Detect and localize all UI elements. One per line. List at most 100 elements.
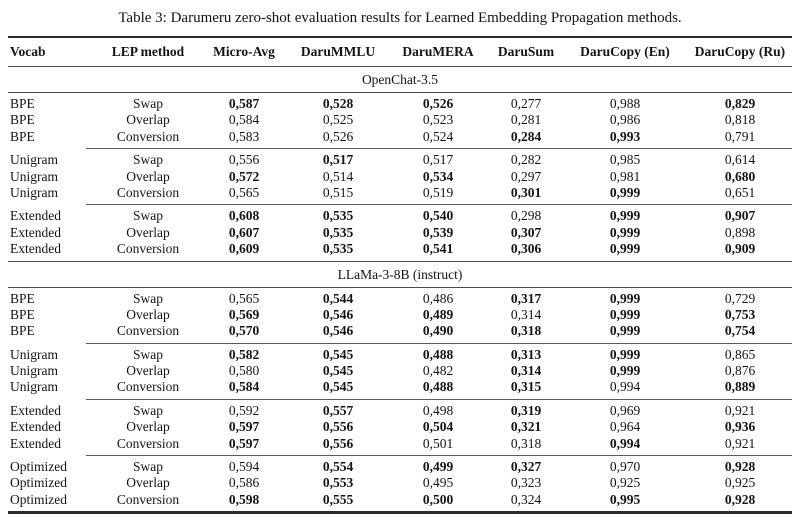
cell-value: 0,609: [228, 241, 260, 257]
section-title: OpenChat-3.5: [8, 66, 792, 93]
cell-value: 0,517: [422, 152, 454, 168]
table-row: Unigram Conversion 0,565 0,515 0,519 0,301 0,9…: [8, 185, 792, 201]
cell-value: 0,999: [609, 241, 641, 257]
table-row: BPE Overlap 0,569 0,546 0,489 0,314 0,999 0,753: [8, 307, 792, 323]
cell-lep-method: Swap: [133, 402, 163, 418]
cell-vocab: Unigram: [10, 379, 58, 395]
cell-value: 0,321: [510, 419, 542, 435]
cell-value: 0,535: [322, 224, 354, 240]
cell-lep-method: Overlap: [126, 168, 170, 184]
cell-value: 0,544: [322, 290, 354, 306]
vocab-group: Unigram Swap 0,582 0,545 0,488 0,313 0,999 0,86…: [8, 344, 792, 399]
column-header-darummlu: DaruMMLU: [300, 44, 376, 59]
table-row: BPE Conversion 0,570 0,546 0,490 0,318 0,999 0,…: [8, 323, 792, 339]
cell-value: 0,315: [510, 379, 542, 395]
table-row: BPE Overlap 0,584 0,525 0,523 0,281 0,986 0,818: [8, 112, 792, 128]
table-row: Extended Swap 0,592 0,557 0,498 0,319 0,969 0,9…: [8, 403, 792, 419]
cell-value: 0,298: [510, 208, 542, 224]
cell-value: 0,501: [422, 435, 454, 451]
cell-vocab: BPE: [10, 128, 35, 144]
cell-value: 0,994: [609, 435, 641, 451]
cell-value: 0,999: [609, 346, 641, 362]
cell-value: 0,526: [322, 128, 354, 144]
cell-value: 0,313: [510, 346, 542, 362]
cell-value: 0,928: [724, 459, 756, 475]
cell-value: 0,925: [609, 475, 641, 491]
cell-lep-method: Conversion: [116, 241, 180, 257]
cell-lep-method: Overlap: [126, 306, 170, 322]
cell-value: 0,519: [422, 184, 454, 200]
cell-value: 0,598: [228, 491, 260, 507]
cell-value: 0,553: [322, 475, 354, 491]
column-header-darucopy-en: DaruCopy (En): [580, 44, 670, 59]
cell-value: 0,753: [724, 306, 756, 322]
cell-value: 0,327: [510, 459, 542, 475]
cell-value: 0,592: [228, 402, 260, 418]
cell-value: 0,999: [609, 184, 641, 200]
cell-lep-method: Overlap: [126, 475, 170, 491]
cell-value: 0,584: [228, 112, 260, 128]
table-row: Unigram Swap 0,556 0,517 0,517 0,282 0,985 0,61…: [8, 152, 792, 168]
cell-vocab: BPE: [10, 96, 35, 111]
cell-value: 0,515: [322, 184, 354, 200]
cell-value: 0,999: [609, 323, 641, 339]
cell-value: 0,607: [228, 224, 260, 240]
cell-value: 0,818: [724, 112, 756, 128]
cell-value: 0,999: [609, 306, 641, 322]
cell-value: 0,909: [724, 241, 756, 257]
cell-value: 0,524: [422, 128, 454, 144]
cell-value: 0,535: [322, 241, 354, 257]
cell-lep-method: Overlap: [126, 419, 170, 435]
cell-vocab: BPE: [10, 112, 35, 128]
cell-value: 0,282: [510, 152, 542, 168]
cell-lep-method: Overlap: [126, 112, 170, 128]
table-row: Extended Overlap 0,597 0,556 0,504 0,321 0,964…: [8, 419, 792, 435]
cell-value: 0,754: [724, 323, 756, 339]
vocab-group: Unigram Swap 0,556 0,517 0,517 0,282 0,985 0,61…: [8, 149, 792, 204]
vocab-group: Optimized Swap 0,594 0,554 0,499 0,327 0,970 0,…: [8, 456, 792, 511]
cell-value: 0,555: [322, 491, 354, 507]
cell-value: 0,970: [609, 459, 641, 475]
cell-lep-method: Conversion: [116, 491, 180, 507]
column-header-darusum: DaruSum: [497, 44, 555, 59]
cell-lep-method: Swap: [133, 208, 163, 224]
cell-value: 0,608: [228, 208, 260, 224]
cell-value: 0,545: [322, 379, 354, 395]
cell-vocab: Unigram: [10, 346, 58, 362]
cell-value: 0,306: [510, 241, 542, 257]
cell-value: 0,582: [228, 346, 260, 362]
cell-value: 0,572: [228, 168, 260, 184]
cell-vocab: BPE: [10, 306, 35, 322]
cell-value: 0,791: [724, 128, 756, 144]
cell-value: 0,580: [228, 363, 260, 379]
table-row: BPE Conversion 0,583 0,526 0,524 0,284 0,993 0,…: [8, 129, 792, 145]
group-divider-rule: [86, 342, 792, 344]
cell-vocab: Unigram: [10, 184, 58, 200]
cell-vocab: Optimized: [10, 491, 67, 507]
cell-value: 0,495: [422, 475, 454, 491]
cell-value: 0,988: [609, 96, 641, 111]
group-divider-rule: [86, 148, 792, 150]
cell-value: 0,921: [724, 402, 756, 418]
table-row: Unigram Conversion 0,584 0,545 0,488 0,315 0,9…: [8, 379, 792, 395]
cell-value: 0,317: [510, 290, 542, 306]
cell-value: 0,297: [510, 168, 542, 184]
cell-value: 0,556: [228, 152, 260, 168]
cell-vocab: Unigram: [10, 168, 58, 184]
table-row: Unigram Swap 0,582 0,545 0,488 0,313 0,999 0,86…: [8, 347, 792, 363]
cell-vocab: BPE: [10, 290, 35, 306]
cell-vocab: Optimized: [10, 459, 67, 475]
group-divider-rule: [86, 455, 792, 457]
cell-value: 0,540: [422, 208, 454, 224]
table-row: Extended Conversion 0,597 0,556 0,501 0,318 0,…: [8, 436, 792, 452]
cell-value: 0,889: [724, 379, 756, 395]
group-divider-rule: [86, 398, 792, 400]
cell-value: 0,876: [724, 363, 756, 379]
cell-vocab: Extended: [10, 208, 61, 224]
cell-value: 0,928: [724, 491, 756, 507]
cell-lep-method: Swap: [133, 152, 163, 168]
cell-value: 0,318: [510, 435, 542, 451]
cell-value: 0,488: [422, 346, 454, 362]
cell-lep-method: Conversion: [116, 128, 180, 144]
cell-value: 0,307: [510, 224, 542, 240]
